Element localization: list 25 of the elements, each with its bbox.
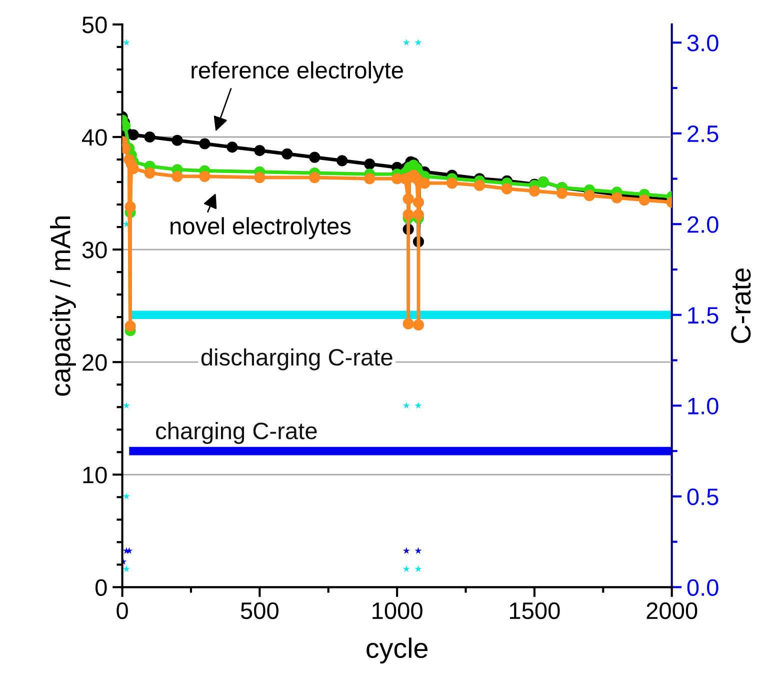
y2-tick-label: 2.0 — [688, 216, 718, 233]
y-tick-label: 50 — [82, 16, 107, 34]
x-tick-label: 0 — [116, 602, 128, 620]
y2-tick-label: 3.0 — [687, 34, 718, 52]
y2-tick-label: 1.5 — [688, 307, 718, 324]
y-tick-label: 10 — [83, 466, 107, 484]
x-tick-label: 1000 — [372, 602, 422, 620]
x-axis-title: cycle — [366, 638, 428, 664]
y2-tick-label: 0.5 — [687, 488, 718, 506]
y-tick-label: 40 — [82, 129, 107, 146]
y2-tick-label: 1.0 — [688, 398, 718, 414]
y2-axis-title: C-rate — [731, 268, 751, 343]
series-label: charging C-rate — [156, 422, 317, 444]
x-tick-label: 2000 — [646, 602, 698, 620]
y-tick-label: 30 — [82, 242, 107, 258]
y2-tick-label: 0.0 — [687, 579, 718, 596]
y-tick-label: 20 — [82, 354, 107, 371]
x-tick-label: 1500 — [510, 602, 560, 620]
x-tick-label: 500 — [240, 602, 278, 620]
y2-tick-label: 2.5 — [688, 125, 718, 142]
annotation: novel electrolytes — [170, 217, 351, 240]
y-tick-label: 0 — [96, 579, 107, 596]
y-axis-title: capacity / mAh — [50, 216, 76, 396]
annotation: reference electrolyte — [192, 61, 403, 84]
series-label: discharging C-rate — [201, 348, 392, 370]
